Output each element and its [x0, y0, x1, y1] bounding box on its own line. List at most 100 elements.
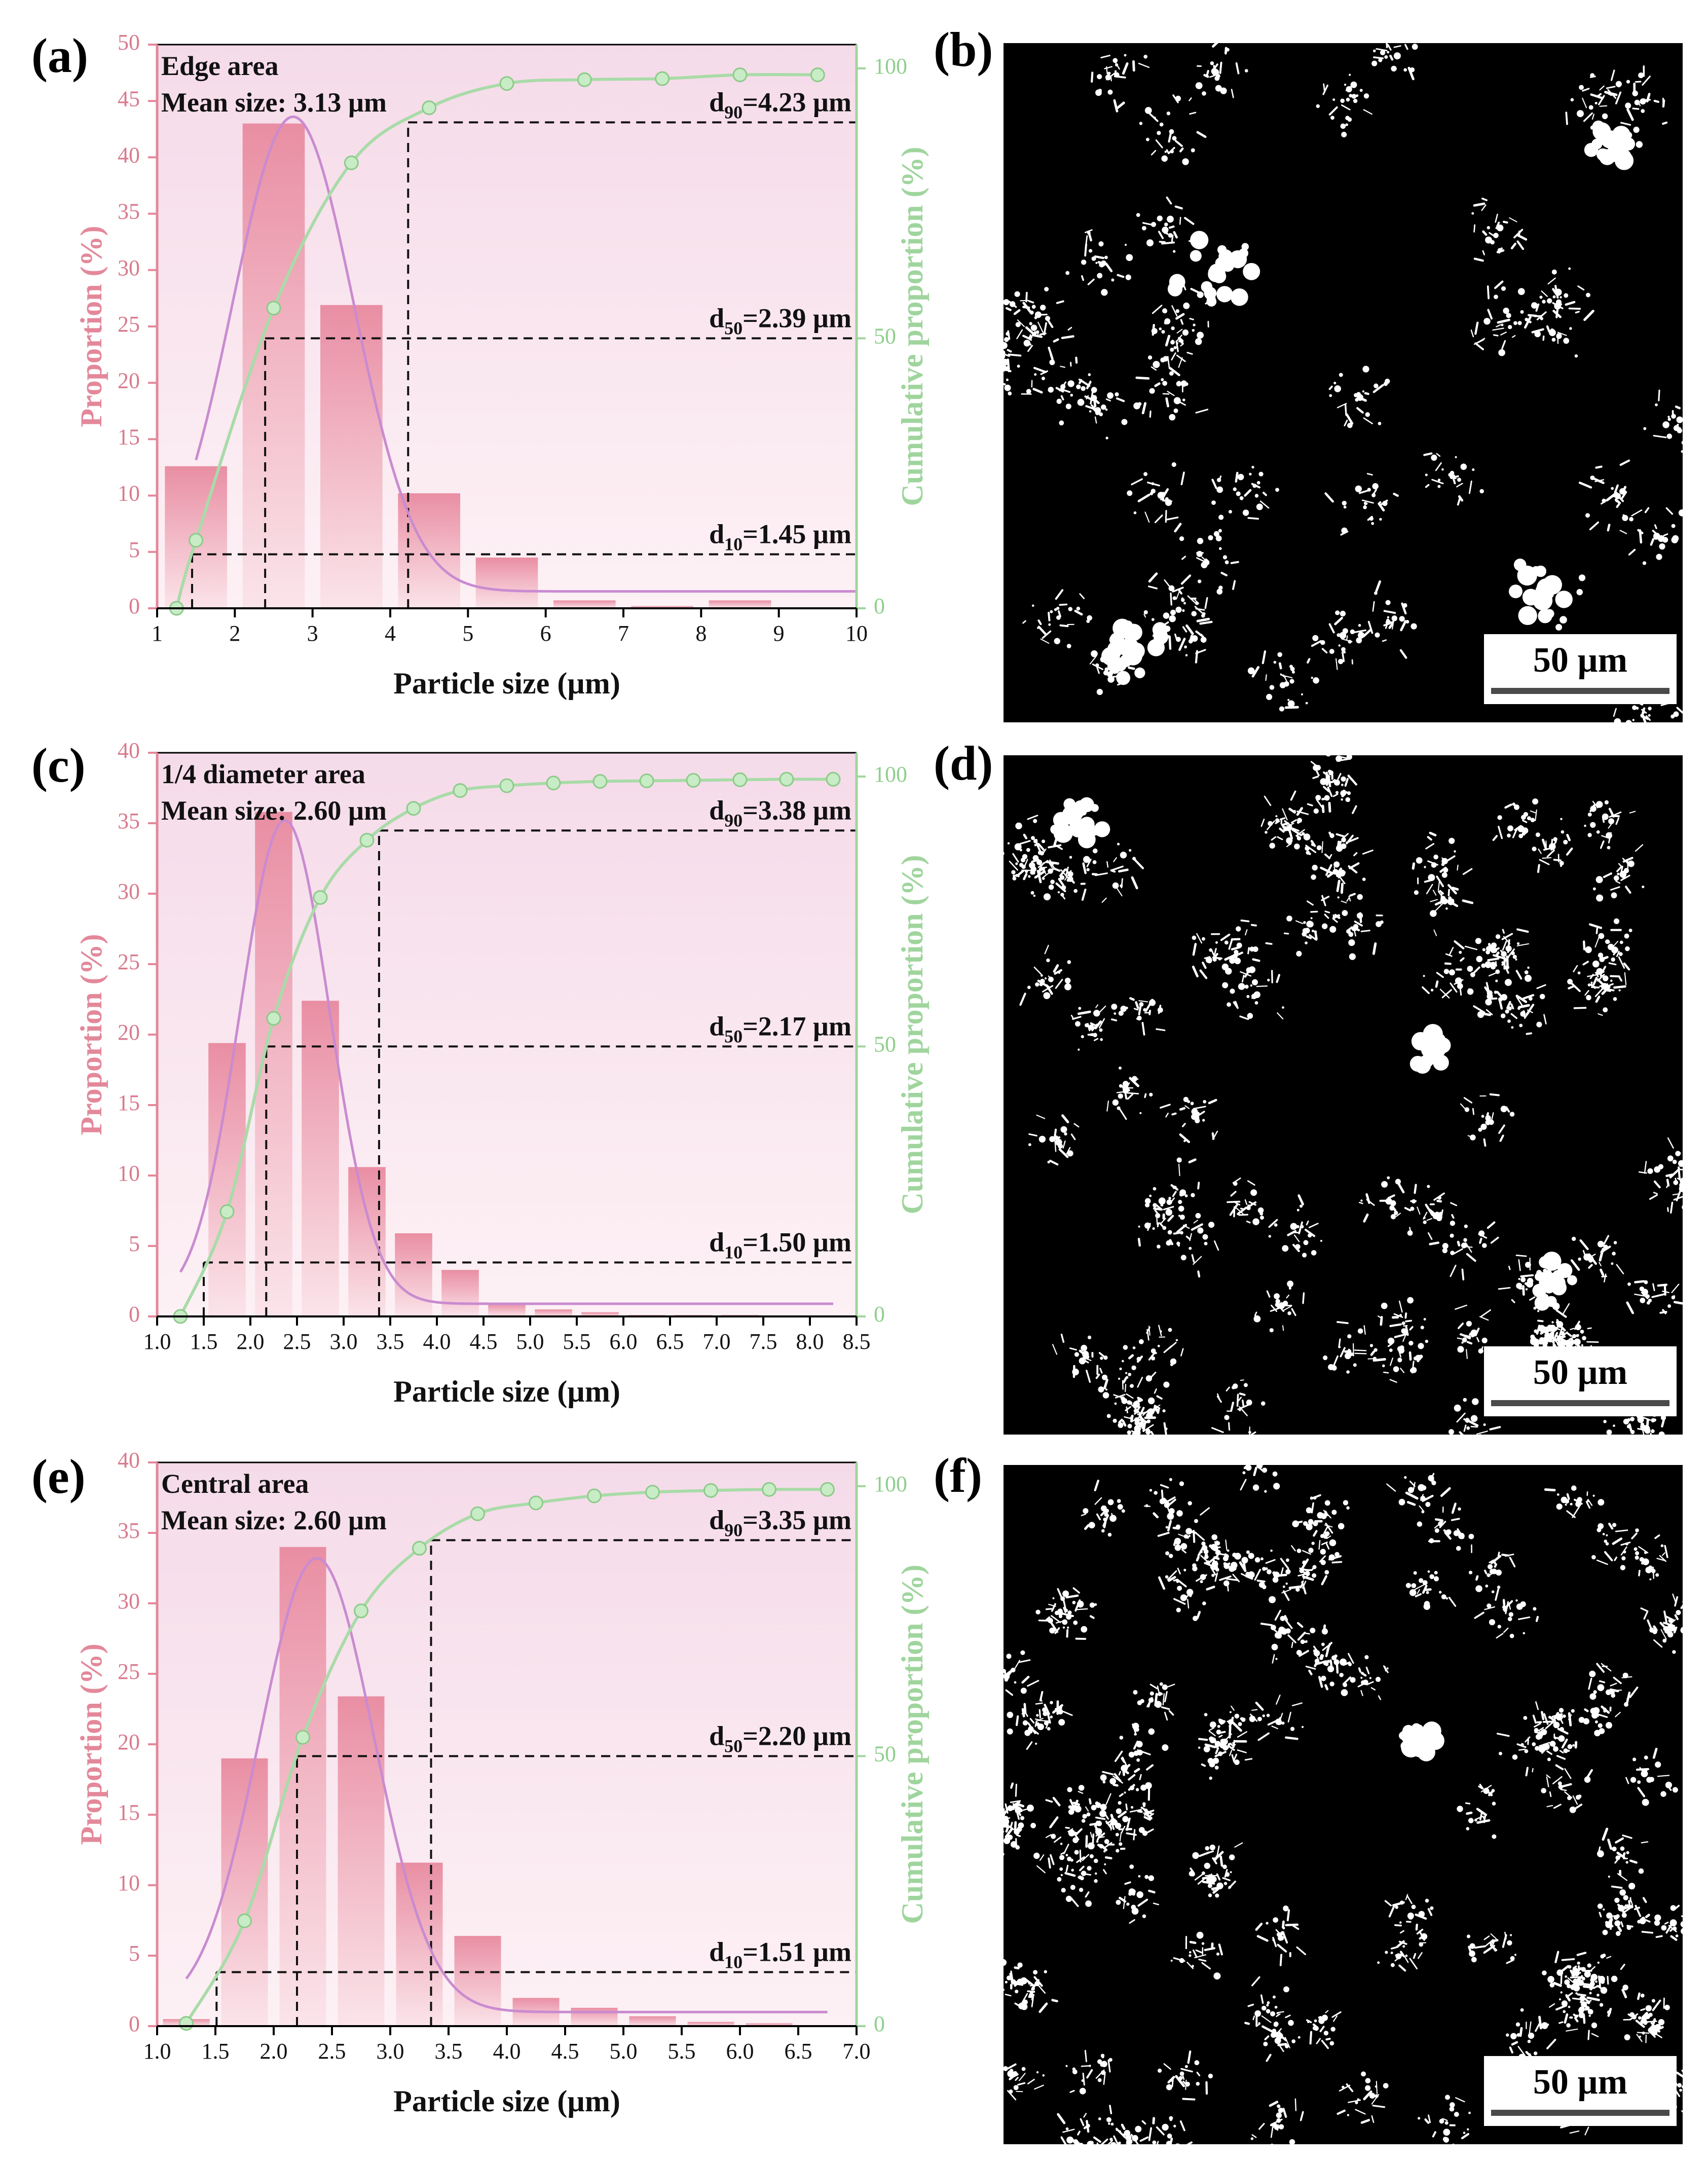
particle-speck — [1643, 427, 1647, 430]
particle-speck — [1416, 857, 1423, 864]
particle-speck — [1139, 1112, 1142, 1114]
particle-boundary — [1101, 897, 1107, 903]
particle-speck — [1224, 940, 1229, 945]
particle-speck — [1577, 971, 1581, 975]
particle-speck — [1119, 1367, 1122, 1370]
particle-speck — [1172, 596, 1177, 600]
particle-boundary — [1036, 1865, 1046, 1874]
particle-speck — [1613, 1915, 1619, 1920]
particle-speck — [1297, 2036, 1301, 2039]
particle-speck — [1275, 2033, 1279, 2038]
particle-boundary — [1282, 2107, 1287, 2118]
particle-speck — [1227, 1002, 1231, 1007]
particle-boundary — [1588, 1254, 1596, 1259]
particle-boundary — [1049, 863, 1054, 870]
particle-boundary — [1555, 306, 1559, 319]
particle-speck — [1157, 492, 1165, 499]
particle-speck — [1340, 790, 1346, 796]
particle-speck — [1256, 481, 1260, 485]
particle-speck — [1169, 615, 1176, 622]
particle-boundary — [1189, 112, 1197, 115]
particle-boundary — [1007, 349, 1012, 353]
particle-boundary — [1546, 1750, 1552, 1755]
particle-boundary — [1231, 1754, 1235, 1763]
particle-boundary — [1103, 1378, 1108, 1389]
particle-boundary — [1209, 75, 1215, 78]
particle-boundary — [1036, 1114, 1046, 1119]
particle-speck — [1098, 2117, 1101, 2120]
particle-boundary — [1284, 932, 1289, 935]
particle-boundary — [1637, 529, 1644, 534]
particle-speck — [1150, 1348, 1156, 1353]
y-tick-label: 5 — [129, 1941, 140, 1966]
particle-speck — [1272, 2029, 1277, 2033]
particle-speck — [1449, 969, 1455, 976]
particle-boundary — [1178, 1533, 1187, 1538]
particle-speck — [1184, 1194, 1188, 1197]
particle-speck — [1166, 2141, 1172, 2144]
particle-speck — [1115, 1832, 1119, 1837]
particle-boundary — [1251, 2134, 1257, 2138]
particle-speck — [1166, 1199, 1172, 1205]
particle-speck — [1204, 1713, 1208, 1716]
particle-speck — [1042, 877, 1045, 880]
particle-boundary — [1224, 953, 1237, 961]
d50-label-value: =2.39 µm — [742, 303, 851, 333]
particle-speck — [1162, 1226, 1167, 1230]
particle-speck — [1563, 2010, 1566, 2013]
particle-speck — [1004, 1853, 1005, 1856]
particle-boundary — [1152, 1404, 1161, 1410]
particle-boundary — [1178, 638, 1186, 651]
particle-boundary — [1111, 1513, 1115, 1521]
particle-boundary — [1516, 234, 1528, 241]
particle-speck — [1176, 381, 1181, 387]
particle-boundary — [1442, 2118, 1448, 2121]
particle-boundary — [1292, 1702, 1303, 1706]
particle-boundary — [1600, 1245, 1611, 1254]
particle-speck — [1229, 510, 1232, 514]
particle-boundary — [1457, 864, 1459, 871]
particle-boundary — [1007, 1668, 1015, 1675]
particle-speck — [1570, 1502, 1573, 1506]
particle-boundary — [1305, 1228, 1316, 1237]
particle-boundary — [1165, 397, 1170, 408]
particle-boundary — [1383, 1665, 1389, 1673]
particle-boundary — [1428, 2114, 1431, 2123]
particle-boundary — [1372, 2105, 1386, 2108]
particle-speck — [1458, 1532, 1465, 1539]
particle-boundary — [1048, 861, 1056, 870]
particle-speck — [1586, 292, 1590, 298]
particle-speck — [1425, 1501, 1431, 1507]
particle-boundary — [1019, 993, 1026, 1006]
particle-speck — [1163, 309, 1168, 314]
particle-boundary — [1546, 1776, 1549, 1787]
particle-cluster — [1622, 137, 1636, 151]
particle-speck — [1246, 1550, 1250, 1554]
particle-boundary — [1344, 778, 1349, 787]
particle-speck — [1627, 860, 1635, 867]
particle-speck — [1568, 2005, 1571, 2008]
particle-speck — [1212, 1888, 1214, 1891]
particle-boundary — [1194, 606, 1204, 615]
particle-speck — [1026, 389, 1031, 394]
cumulative-point — [499, 76, 514, 91]
particle-boundary — [1118, 1811, 1127, 1818]
particle-boundary — [1055, 1620, 1066, 1624]
particle-boundary — [1615, 492, 1624, 502]
particle-speck — [1673, 1295, 1676, 1298]
d50-label: d50=2.39 µm — [709, 303, 851, 338]
particle-boundary — [1474, 1611, 1484, 1619]
particle-boundary — [1334, 616, 1343, 626]
particle-boundary — [1480, 1309, 1492, 1317]
particle-boundary — [1546, 325, 1550, 333]
particle-speck — [1157, 131, 1161, 135]
particle-speck — [1013, 874, 1016, 877]
x-tick-label: 4.0 — [493, 2039, 521, 2064]
particle-boundary — [1290, 790, 1296, 801]
particle-speck — [1033, 819, 1037, 823]
particle-boundary — [1619, 459, 1630, 466]
particle-boundary — [1203, 74, 1209, 78]
particle-speck — [1176, 637, 1181, 642]
y-tick-label: 10 — [118, 1870, 140, 1895]
